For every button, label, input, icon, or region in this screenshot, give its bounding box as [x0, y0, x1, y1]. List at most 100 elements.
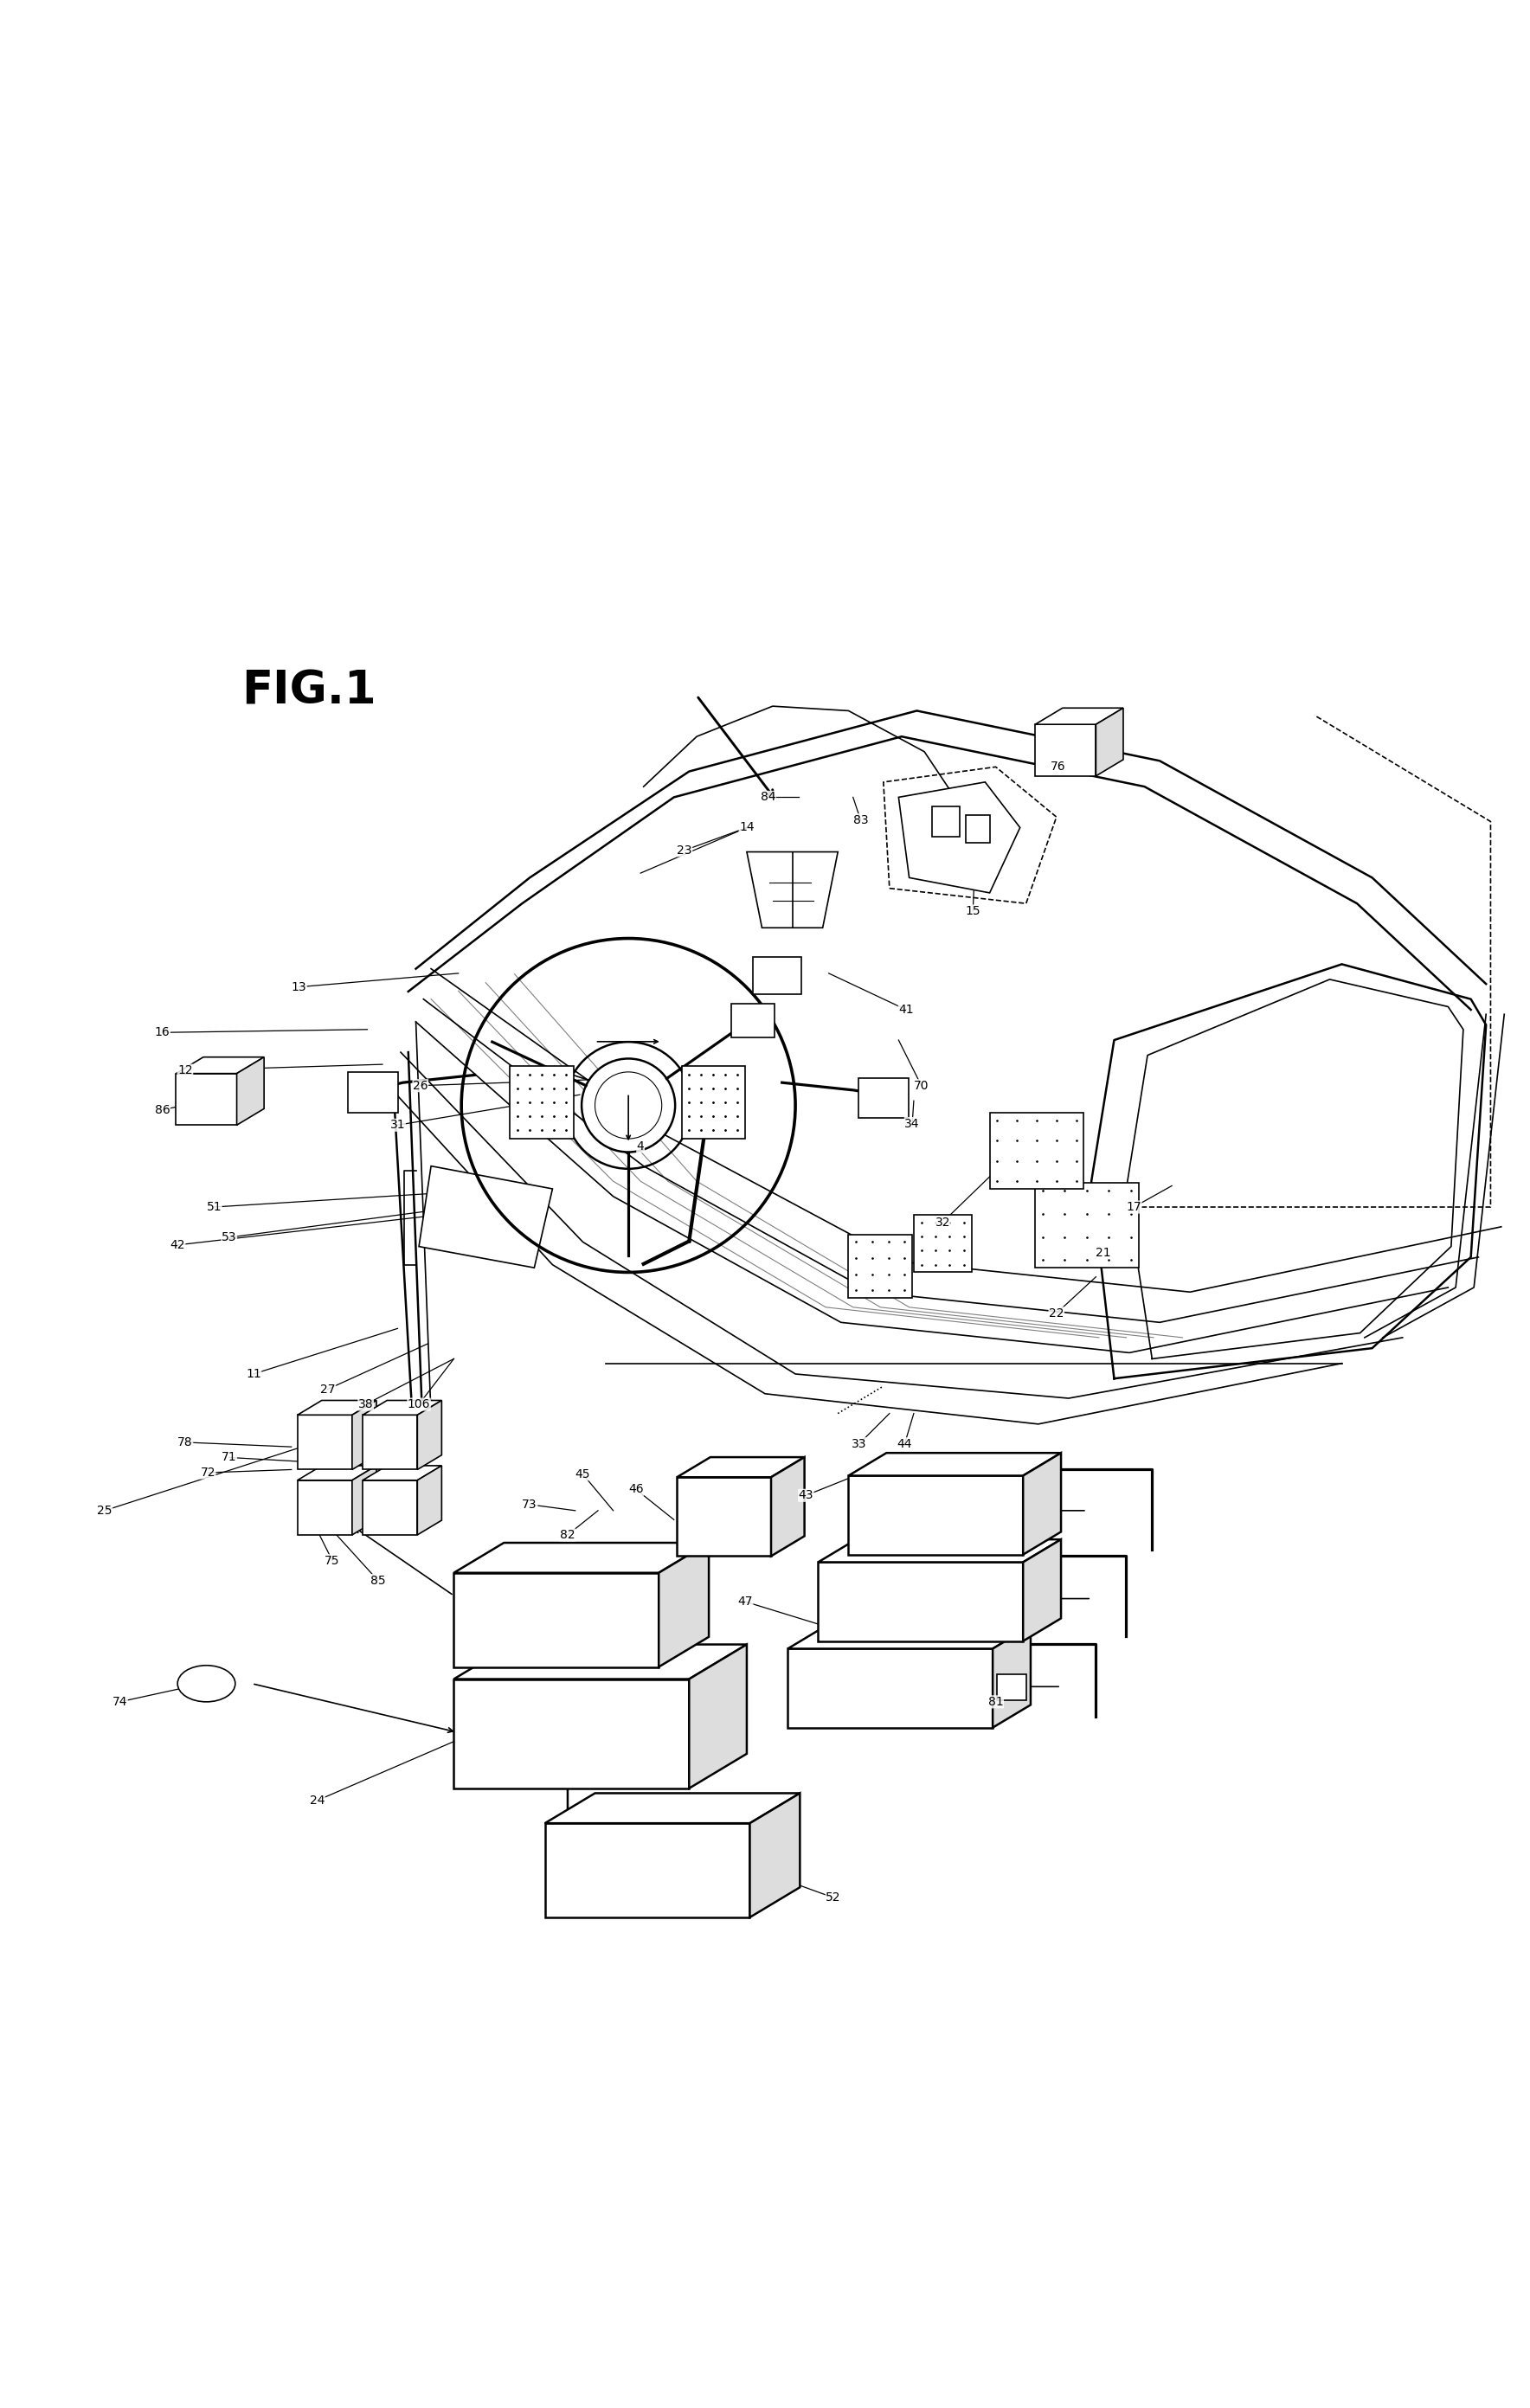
Polygon shape — [1036, 1182, 1138, 1267]
Polygon shape — [998, 1674, 1027, 1700]
Text: 12: 12 — [177, 1064, 193, 1076]
Text: 25: 25 — [96, 1505, 112, 1517]
Polygon shape — [849, 1235, 912, 1298]
Polygon shape — [898, 783, 1021, 893]
Text: 27: 27 — [320, 1382, 335, 1394]
Polygon shape — [1095, 708, 1123, 775]
Polygon shape — [297, 1401, 376, 1416]
Text: 76: 76 — [1050, 761, 1065, 773]
Polygon shape — [771, 1457, 805, 1556]
Text: 83: 83 — [854, 814, 868, 826]
Text: 31: 31 — [390, 1120, 405, 1132]
Text: 85: 85 — [370, 1575, 386, 1587]
Polygon shape — [750, 1794, 800, 1917]
Polygon shape — [176, 1057, 265, 1074]
Text: 84: 84 — [760, 792, 776, 804]
Text: 46: 46 — [629, 1483, 644, 1495]
Polygon shape — [297, 1481, 352, 1534]
Polygon shape — [990, 1112, 1083, 1190]
Polygon shape — [176, 1074, 237, 1125]
Text: 14: 14 — [739, 821, 754, 833]
Text: 47: 47 — [737, 1597, 753, 1609]
Polygon shape — [993, 1625, 1031, 1727]
Text: 42: 42 — [170, 1240, 185, 1252]
Polygon shape — [347, 1072, 398, 1112]
Text: 53: 53 — [222, 1230, 237, 1243]
Polygon shape — [454, 1678, 688, 1789]
Polygon shape — [418, 1466, 442, 1534]
Text: 43: 43 — [799, 1491, 814, 1503]
Polygon shape — [419, 1165, 552, 1267]
Polygon shape — [819, 1539, 1060, 1563]
Polygon shape — [753, 956, 802, 995]
Polygon shape — [849, 1476, 1024, 1556]
Text: 13: 13 — [291, 980, 306, 992]
Text: 82: 82 — [560, 1529, 575, 1541]
Polygon shape — [676, 1457, 805, 1476]
Polygon shape — [454, 1572, 659, 1666]
Polygon shape — [731, 1004, 774, 1038]
Polygon shape — [688, 1645, 747, 1789]
Text: 17: 17 — [1126, 1202, 1141, 1214]
Polygon shape — [297, 1466, 376, 1481]
Text: 75: 75 — [324, 1556, 340, 1568]
Polygon shape — [352, 1466, 376, 1534]
Polygon shape — [545, 1794, 800, 1823]
Text: 32: 32 — [935, 1216, 950, 1228]
Text: 71: 71 — [222, 1452, 237, 1464]
Text: 74: 74 — [112, 1695, 127, 1707]
Polygon shape — [659, 1544, 708, 1666]
Text: 72: 72 — [200, 1466, 216, 1479]
Polygon shape — [363, 1401, 442, 1416]
Text: 86: 86 — [155, 1103, 170, 1115]
Polygon shape — [681, 1067, 745, 1139]
Text: 23: 23 — [676, 845, 692, 857]
Text: 38: 38 — [358, 1399, 373, 1411]
Text: 24: 24 — [309, 1794, 324, 1806]
Text: 106: 106 — [407, 1399, 430, 1411]
Polygon shape — [747, 852, 838, 927]
Polygon shape — [237, 1057, 265, 1125]
Polygon shape — [454, 1645, 747, 1678]
Polygon shape — [858, 1079, 909, 1117]
Polygon shape — [819, 1563, 1024, 1642]
Text: 33: 33 — [852, 1438, 866, 1450]
Circle shape — [581, 1060, 675, 1151]
Text: FIG.1: FIG.1 — [242, 669, 376, 713]
Polygon shape — [913, 1214, 972, 1271]
Polygon shape — [418, 1401, 442, 1469]
Polygon shape — [1036, 708, 1123, 725]
Text: 78: 78 — [177, 1435, 193, 1447]
Polygon shape — [297, 1416, 352, 1469]
Ellipse shape — [177, 1666, 236, 1702]
Text: 16: 16 — [155, 1026, 170, 1038]
Text: 34: 34 — [904, 1117, 920, 1129]
Text: 44: 44 — [897, 1438, 912, 1450]
Text: 45: 45 — [575, 1469, 591, 1481]
Polygon shape — [363, 1466, 442, 1481]
Polygon shape — [788, 1649, 993, 1727]
Text: 11: 11 — [246, 1368, 262, 1380]
Text: 21: 21 — [1095, 1247, 1111, 1259]
Polygon shape — [849, 1452, 1060, 1476]
Text: 15: 15 — [965, 905, 981, 917]
Polygon shape — [509, 1067, 574, 1139]
Text: 22: 22 — [1050, 1308, 1063, 1320]
Polygon shape — [363, 1481, 418, 1534]
Text: 81: 81 — [988, 1695, 1004, 1707]
Text: 70: 70 — [913, 1079, 929, 1091]
Polygon shape — [545, 1823, 750, 1917]
Polygon shape — [676, 1476, 771, 1556]
Text: 52: 52 — [826, 1893, 842, 1905]
Polygon shape — [1036, 725, 1095, 775]
Polygon shape — [363, 1416, 418, 1469]
Polygon shape — [788, 1625, 1031, 1649]
Text: 51: 51 — [207, 1202, 222, 1214]
Text: 73: 73 — [522, 1498, 537, 1510]
Text: 4: 4 — [636, 1141, 644, 1153]
Text: 26: 26 — [413, 1079, 428, 1091]
Polygon shape — [1024, 1539, 1060, 1642]
Text: 41: 41 — [898, 1004, 913, 1016]
Polygon shape — [1024, 1452, 1060, 1556]
Polygon shape — [352, 1401, 376, 1469]
